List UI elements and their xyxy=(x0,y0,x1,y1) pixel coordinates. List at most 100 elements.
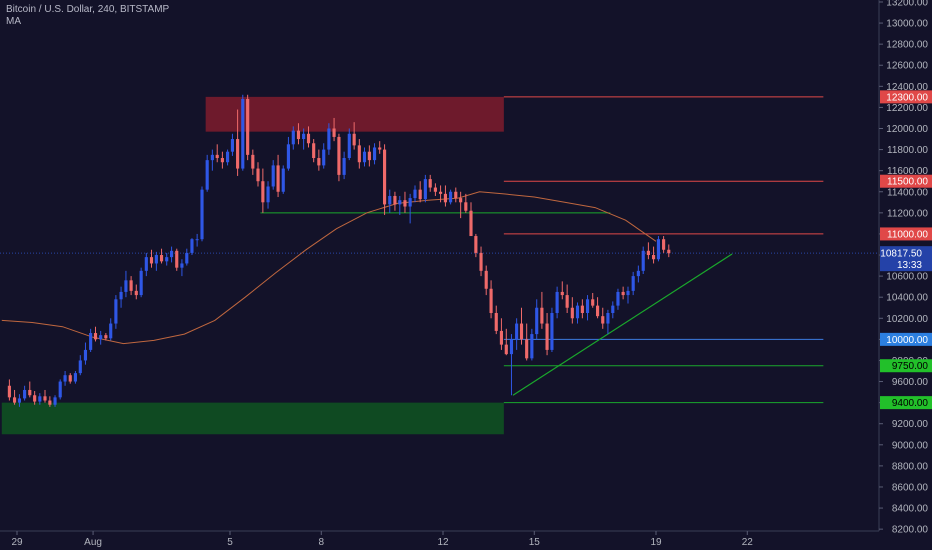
y-tick-label: 8800.00 xyxy=(892,461,929,472)
candle-body xyxy=(580,305,584,314)
candle-body xyxy=(357,145,361,163)
x-tick-label: Aug xyxy=(84,537,102,548)
candle-body xyxy=(246,98,250,155)
candle-body xyxy=(489,288,493,314)
price-tag: 10000.00 xyxy=(886,335,928,346)
candle-body xyxy=(7,385,11,398)
candle-body xyxy=(185,252,189,264)
y-tick-label: 10600.00 xyxy=(886,272,928,283)
candle-body xyxy=(596,305,600,317)
candle-body xyxy=(423,179,427,200)
candle-body xyxy=(550,313,554,350)
candle-body xyxy=(611,305,615,314)
candle-body xyxy=(296,130,301,140)
candle-body xyxy=(449,191,453,203)
price-tag: 9400.00 xyxy=(892,398,929,409)
candle-body xyxy=(302,133,306,140)
support-zone xyxy=(1,402,504,435)
candle-body xyxy=(662,239,666,250)
y-tick-label: 11800.00 xyxy=(887,145,928,156)
candle-body xyxy=(266,186,270,203)
candle-body xyxy=(474,236,478,253)
y-tick-label: 13000.00 xyxy=(886,19,928,30)
candle-body xyxy=(149,257,154,264)
candle-body xyxy=(535,307,539,335)
candle-body xyxy=(286,144,290,169)
candle-body xyxy=(205,160,209,190)
candle-body xyxy=(484,270,488,289)
candle-body xyxy=(428,179,432,188)
y-tick-label: 8400.00 xyxy=(892,504,929,515)
candle-body xyxy=(656,239,661,260)
candle-body xyxy=(99,335,103,340)
y-tick-label: 11200.00 xyxy=(887,208,928,219)
candle-body xyxy=(347,133,351,159)
candle-body xyxy=(89,333,93,350)
price-tag: 11500.00 xyxy=(887,177,928,188)
candle-body xyxy=(276,165,280,192)
candle-body xyxy=(317,158,321,166)
y-tick-label: 11400.00 xyxy=(887,187,928,198)
candle-body xyxy=(139,270,143,296)
price-tag-bg xyxy=(880,332,932,346)
candle-body xyxy=(433,187,437,192)
x-tick-label: 15 xyxy=(529,537,541,548)
candle-body xyxy=(236,139,240,169)
y-tick-label: 8200.00 xyxy=(892,525,929,536)
y-tick-label: 13200.00 xyxy=(886,0,928,8)
candle-body xyxy=(454,191,458,199)
y-tick-label: 10200.00 xyxy=(886,314,928,325)
candle-body xyxy=(129,280,133,291)
candle-body xyxy=(251,154,255,169)
y-tick-label: 12200.00 xyxy=(886,103,928,114)
candle-body xyxy=(327,128,331,150)
candle-body xyxy=(499,330,503,345)
candle-body xyxy=(119,291,123,300)
candle-body xyxy=(545,323,549,350)
candle-body xyxy=(17,398,22,403)
candle-body xyxy=(73,373,77,382)
y-tick-label: 12400.00 xyxy=(886,82,928,93)
candle-body xyxy=(342,158,346,175)
candle-body xyxy=(332,128,336,137)
candle-body xyxy=(413,189,417,199)
candle-body xyxy=(626,290,630,296)
candle-body xyxy=(170,250,174,258)
candle-body xyxy=(469,210,473,237)
candle-body xyxy=(636,270,640,277)
candle-body xyxy=(565,295,569,308)
candle-body xyxy=(398,200,402,205)
candle-body xyxy=(408,198,412,207)
candle-body xyxy=(68,375,72,382)
price-tag-bg xyxy=(880,174,932,188)
candle-body xyxy=(195,239,199,241)
y-tick-label: 9000.00 xyxy=(892,440,929,451)
candle-body xyxy=(165,257,169,262)
candle-body xyxy=(312,143,316,159)
candle-body xyxy=(281,168,285,192)
candle-body xyxy=(337,136,341,175)
candle-body xyxy=(388,195,392,205)
candle-body xyxy=(225,151,230,163)
price-tag-bg xyxy=(880,227,932,241)
candle-body xyxy=(63,375,67,382)
candle-body xyxy=(383,149,387,205)
chart-legend: Bitcoin / U.S. Dollar, 240, BITSTAMP MA xyxy=(6,4,169,28)
candle-body xyxy=(403,200,407,207)
candle-body xyxy=(560,291,564,296)
candle-body xyxy=(261,181,265,203)
candle-body xyxy=(575,305,580,319)
candle-body xyxy=(58,381,62,398)
y-tick-label: 11600.00 xyxy=(887,166,928,177)
x-tick-label: 12 xyxy=(437,537,449,548)
candle-body xyxy=(621,291,625,296)
candle-body xyxy=(215,154,219,159)
candle-body xyxy=(220,158,224,163)
moving-average-line xyxy=(1,191,657,345)
candle-body xyxy=(479,252,483,271)
candle-body xyxy=(241,98,245,169)
indicator-label: MA xyxy=(6,16,21,27)
candle-body xyxy=(352,133,356,146)
